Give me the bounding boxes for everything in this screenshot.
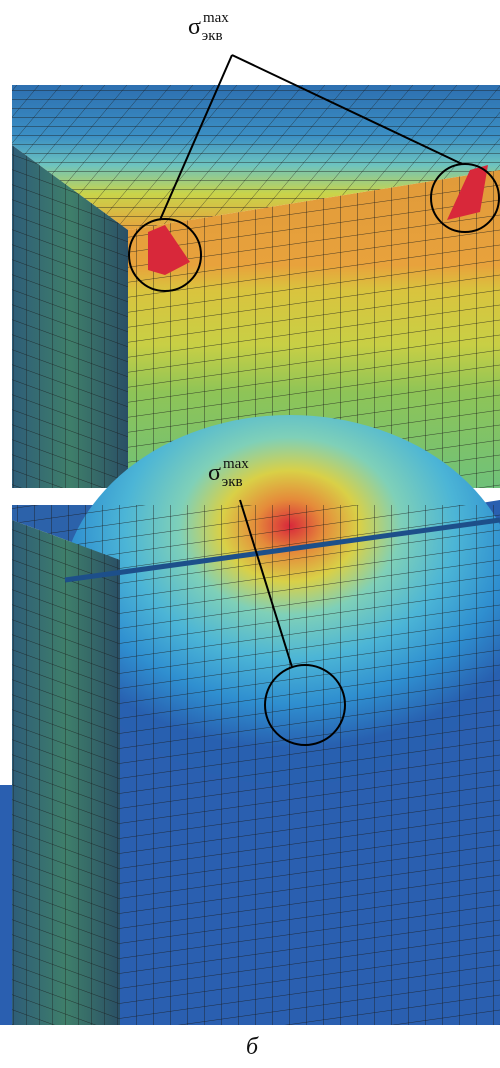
caption: б xyxy=(246,1034,259,1060)
superscript: max xyxy=(203,10,229,26)
subscript: экв xyxy=(222,474,243,490)
figure: σmaxэкв а σmaxэкв б xyxy=(0,0,500,1068)
superscript: max xyxy=(223,456,249,472)
symbol: σ xyxy=(188,14,201,40)
symbol: σ xyxy=(208,460,221,486)
mesh xyxy=(12,520,120,1025)
subscript: экв xyxy=(202,28,223,44)
